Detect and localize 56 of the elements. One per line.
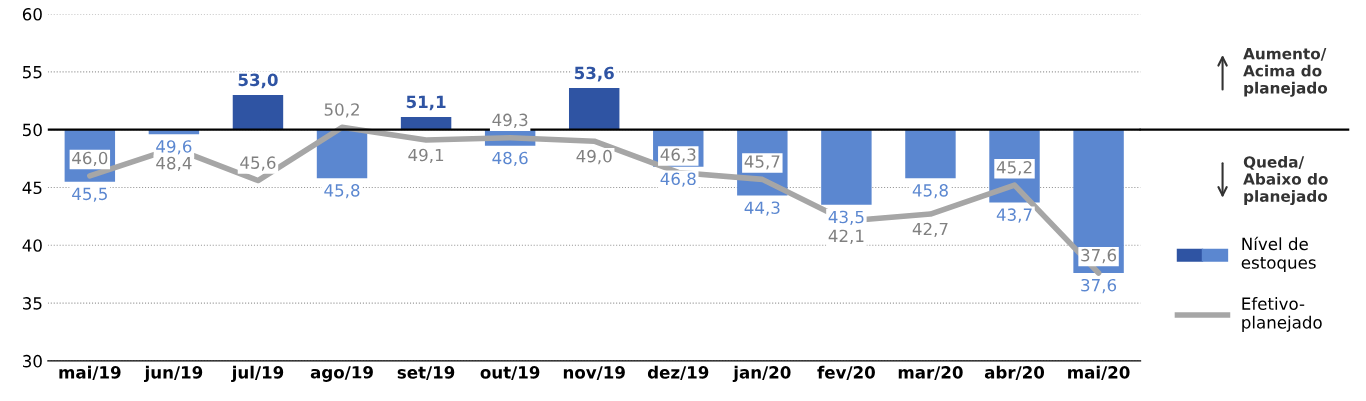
y-tick-label: 40 [22, 239, 42, 252]
data-label: 49,1 [408, 148, 444, 163]
y-tick-label: 35 [23, 297, 42, 310]
x-tick-label: ago/19 [310, 365, 373, 382]
legend-label: Efetivo-planejado [1242, 297, 1322, 332]
bar [568, 88, 620, 130]
bar [316, 129, 368, 179]
data-label: 46,3 [660, 148, 696, 163]
data-label: 46,0 [72, 151, 108, 167]
text: Aumento/ Acima do planejado [1243, 48, 1328, 97]
y-tick-label: 50 [23, 123, 42, 137]
data-label: 45,6 [240, 156, 276, 171]
data-label: 37,6 [1081, 248, 1117, 264]
x-tick-label: abr/20 [984, 365, 1045, 380]
data-label: 43,5 [828, 210, 864, 225]
text: Queda/ Abaixo do planejado [1243, 155, 1328, 206]
x-tick-label: fev/20 [817, 365, 875, 380]
data-label: 49,0 [576, 149, 612, 165]
data-label: 50,2 [324, 103, 359, 118]
x-tick-label: jul/19 [231, 365, 284, 383]
x-tick-label: mai/19 [59, 365, 121, 380]
y-tick-label: 55 [23, 66, 42, 79]
data-label: 44,3 [744, 201, 780, 216]
data-label: 43,7 [996, 208, 1032, 223]
x-tick-label: mai/20 [1068, 365, 1130, 380]
data-label: 48,6 [492, 151, 528, 166]
y-tick-label: 45 [22, 181, 42, 195]
data-label: 42,7 [912, 222, 948, 237]
bar [905, 129, 956, 179]
data-label: 45,7 [744, 155, 780, 170]
data-label: 48,4 [156, 156, 192, 172]
data-label: 46,8 [660, 172, 696, 187]
bar [1073, 129, 1124, 274]
legend-label: Nível de estoques [1241, 236, 1316, 273]
data-label: 51,1 [406, 95, 446, 111]
x-tick-label: jan/20 [732, 365, 791, 383]
x-tick-label: set/19 [397, 366, 455, 380]
x-tick-label: jun/19 [143, 365, 203, 383]
y-tick-label: 60 [22, 8, 42, 21]
data-label: 49,3 [492, 113, 528, 128]
data-label: 42,1 [828, 229, 864, 244]
x-tick-label: nov/19 [563, 366, 625, 380]
x-tick-label: out/19 [480, 366, 540, 380]
x-tick-label: dez/19 [647, 365, 709, 380]
data-label: 53,0 [238, 73, 278, 89]
bar [400, 116, 452, 130]
data-label: 53,6 [574, 66, 614, 82]
data-label: 45,8 [324, 184, 360, 199]
bar [232, 94, 284, 130]
bar [821, 129, 872, 205]
data-label: 45,2 [996, 160, 1032, 176]
y-tick-label: 30 [23, 354, 42, 368]
x-tick-label: mar/20 [898, 366, 963, 380]
data-label: 45,8 [912, 184, 948, 199]
data-label: 45,5 [72, 187, 107, 202]
data-label: 37,6 [1081, 278, 1117, 294]
